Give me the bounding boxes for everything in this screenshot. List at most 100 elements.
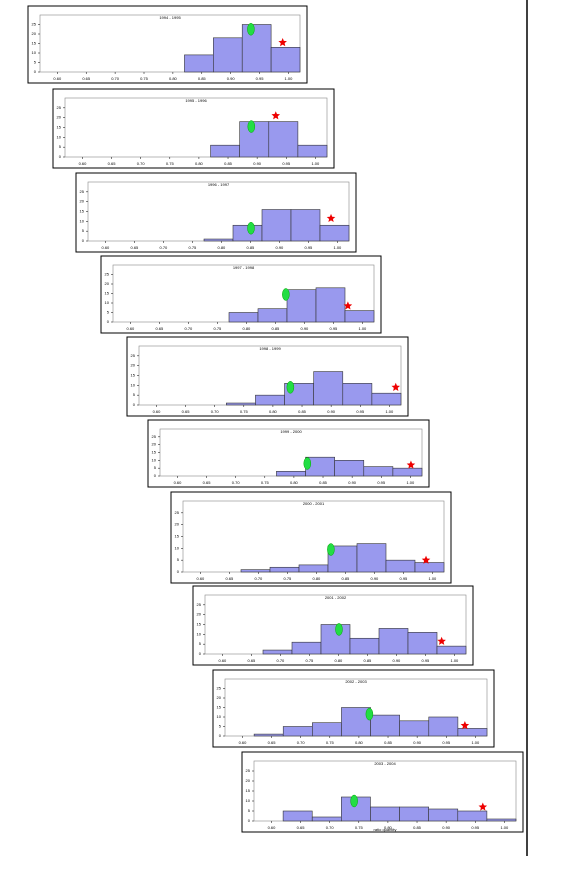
x-tick-label: 0.80 [218,245,227,250]
x-tick-label: 0.60 [153,409,162,414]
y-tick-label: 5 [154,465,157,470]
circle-marker [327,543,335,556]
x-tick-label: 0.65 [297,825,306,830]
y-tick-label: 0 [177,569,180,574]
star-marker [271,111,281,120]
x-tick-label: 0.85 [342,576,351,581]
bar [257,308,288,323]
bar [349,637,380,655]
y-tick-label: 5 [107,310,110,315]
y-tick-label: 10 [217,714,222,719]
bar [457,810,488,822]
bar [399,806,429,822]
x-tick-label: 0.80 [290,480,299,485]
x-tick-label: 0.60 [197,576,206,581]
y-tick-label: 25 [80,189,85,194]
star-marker [460,721,470,730]
bar [334,460,365,477]
y-tick-label: 0 [59,154,62,159]
x-tick-label: 0.75 [261,480,270,485]
panel: 1998 - 1999 0 5 10 15 20 25 0.60 0.65 0.70 0.75 0.8… [126,336,409,417]
bar [268,121,299,158]
y-tick-label: 5 [34,60,37,65]
x-tick-label: 1.00 [359,326,368,331]
bar [363,466,394,477]
bar [270,46,301,73]
x-axis-label: ratio quantity [374,827,397,832]
x-tick-label: 0.65 [248,658,257,663]
y-tick-label: 10 [57,134,62,139]
x-tick-label: 0.85 [384,740,393,745]
circle-marker [247,120,256,133]
star-marker [478,802,488,811]
y-tick-label: 5 [219,724,222,729]
y-tick-label: 10 [246,798,251,803]
x-tick-label: 0.70 [185,326,194,331]
x-tick-label: 0.75 [355,825,364,830]
x-tick-label: 0.75 [306,658,315,663]
y-tick-label: 25 [32,22,37,27]
x-tick-label: 0.65 [108,161,117,166]
y-tick-label: 0 [199,651,202,656]
x-tick-label: 0.60 [102,245,111,250]
bar [261,209,292,242]
x-tick-label: 0.60 [268,825,277,830]
panel-title: 2001 - 2002 [325,595,347,600]
star-marker [343,301,353,310]
panel-title: 1995 - 1996 [185,98,207,103]
x-tick-label: 0.70 [297,740,306,745]
y-tick-label: 0 [107,319,110,324]
y-tick-label: 10 [80,218,85,223]
y-tick-label: 10 [131,382,136,387]
y-tick-label: 15 [246,788,251,793]
x-tick-label: 0.90 [327,409,336,414]
y-tick-label: 25 [152,434,157,439]
x-tick-label: 0.60 [127,326,136,331]
y-tick-label: 25 [246,768,251,773]
x-tick-label: 0.70 [232,480,241,485]
x-tick-label: 1.00 [451,658,460,663]
bar [436,645,467,655]
y-tick-label: 20 [32,31,37,36]
bar [313,371,344,406]
bar [371,392,402,406]
x-tick-label: 0.65 [182,409,191,414]
y-tick-label: 15 [80,209,85,214]
x-tick-label: 0.85 [224,161,233,166]
y-tick-label: 10 [197,631,202,636]
bar [262,649,293,655]
x-tick-label: 1.00 [406,480,415,485]
x-tick-label: 0.70 [111,76,120,81]
bar [184,54,214,73]
x-tick-label: 0.95 [400,576,409,581]
y-tick-label: 20 [131,363,136,368]
star-marker [406,460,416,469]
y-tick-label: 20 [217,695,222,700]
y-tick-label: 5 [82,228,85,233]
x-tick-label: 0.85 [364,658,373,663]
bar [414,562,445,573]
x-tick-label: 0.65 [82,76,91,81]
bar [356,543,387,573]
y-tick-label: 10 [105,300,110,305]
bar [457,728,488,737]
x-tick-label: 0.65 [226,576,235,581]
circle-marker [247,23,255,36]
bar [407,632,438,655]
y-tick-label: 0 [248,818,251,823]
bar [253,733,284,737]
x-tick-label: 1.00 [285,76,294,81]
bar [286,289,317,323]
bar [370,714,400,737]
panel-title: 1998 - 1999 [259,346,281,351]
bar [385,559,416,573]
bar [276,470,306,477]
y-tick-label: 15 [131,373,136,378]
x-tick-label: 1.00 [500,825,509,830]
x-tick-label: 0.65 [131,245,140,250]
bar [291,641,322,655]
x-tick-label: 0.75 [166,161,175,166]
panel: 2000 - 2001 0 5 10 15 20 25 0.60 0.65 0.70 0.75 0.8… [170,491,452,584]
panel-title: 1997 - 1998 [233,265,255,270]
